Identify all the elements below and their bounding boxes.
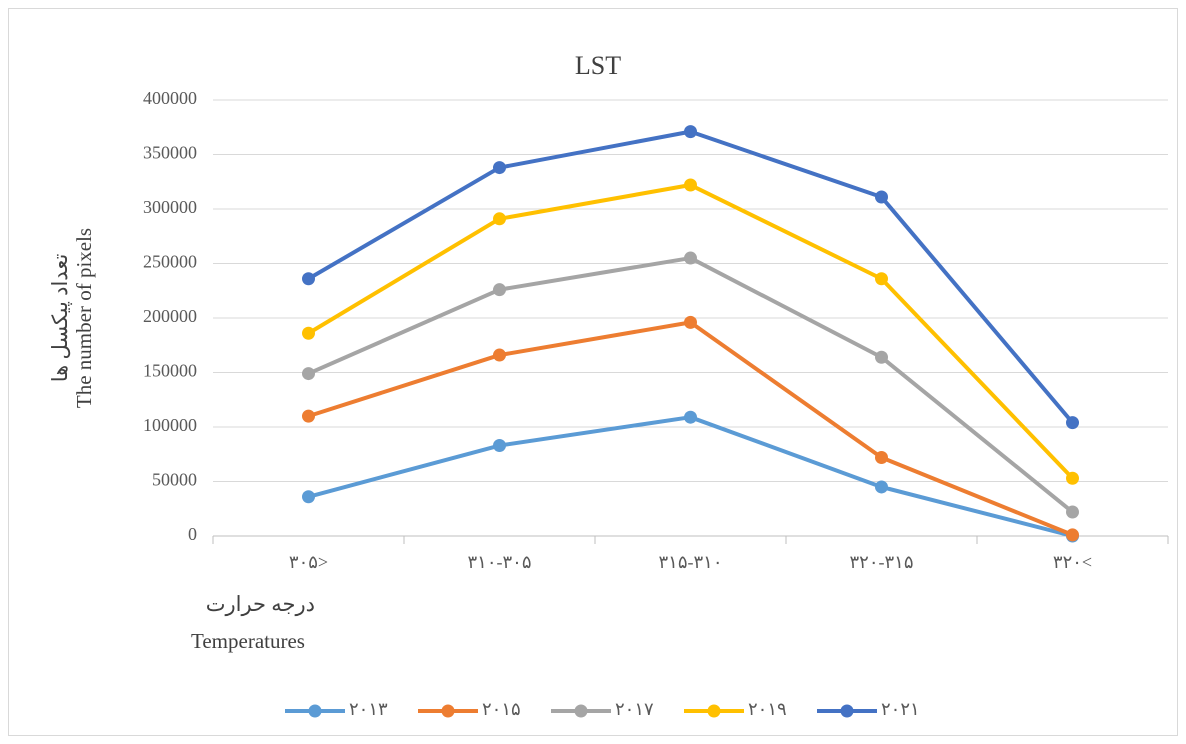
legend-label: ۲۰۱۷ — [615, 699, 654, 719]
x-tick-label: ۳۱۵-۳۱۰ — [658, 552, 722, 572]
legend-marker — [707, 704, 721, 718]
point — [875, 451, 888, 465]
y-tick-label: 200000 — [143, 306, 197, 326]
point — [684, 315, 697, 329]
legend-label: ۲۰۲۱ — [881, 699, 920, 719]
x-tick-label: ۳۲۰< — [1053, 552, 1092, 572]
x-tick-label: ۳۰۵> — [289, 552, 328, 572]
y-tick-label: 400000 — [143, 88, 197, 108]
point — [302, 409, 315, 423]
x-axis-title: Temperatures — [191, 629, 305, 653]
point — [302, 326, 315, 340]
x-tick-label: ۳۱۰-۳۰۵ — [467, 552, 531, 572]
point — [875, 190, 888, 204]
point — [493, 161, 506, 175]
point — [493, 283, 506, 297]
y-axis-title: تعداد پیکسل ها — [48, 254, 73, 383]
point — [1066, 471, 1079, 485]
legend-label: ۲۰۱۳ — [349, 699, 388, 719]
point — [1066, 505, 1079, 519]
y-tick-label: 350000 — [143, 143, 197, 163]
point — [1066, 528, 1079, 542]
legend-marker — [840, 704, 854, 718]
point — [875, 272, 888, 286]
point — [684, 125, 697, 139]
y-tick-label: 300000 — [143, 197, 197, 217]
point — [875, 350, 888, 364]
legend-label: ۲۰۱۹ — [748, 699, 787, 719]
point — [493, 439, 506, 453]
x-axis-title: درجه حرارت — [206, 592, 315, 617]
chart-title: LST — [575, 51, 621, 80]
y-tick-label: 100000 — [143, 415, 197, 435]
y-tick-label: 50000 — [152, 470, 197, 490]
point — [684, 410, 697, 424]
point — [684, 251, 697, 265]
point — [875, 480, 888, 494]
point — [302, 367, 315, 381]
legend-label: ۲۰۱۵ — [482, 699, 521, 719]
legend-marker — [574, 704, 588, 718]
point — [684, 178, 697, 192]
y-tick-label: 150000 — [143, 361, 197, 381]
y-axis-title: The number of pixels — [72, 228, 96, 408]
point — [302, 490, 315, 504]
point — [493, 212, 506, 226]
legend-marker — [441, 704, 455, 718]
point — [493, 348, 506, 362]
point — [302, 272, 315, 286]
y-tick-label: 250000 — [143, 252, 197, 272]
point — [1066, 416, 1079, 430]
x-tick-label: ۳۲۰-۳۱۵ — [849, 552, 913, 572]
legend-marker — [308, 704, 322, 718]
y-tick-label: 0 — [188, 524, 197, 544]
